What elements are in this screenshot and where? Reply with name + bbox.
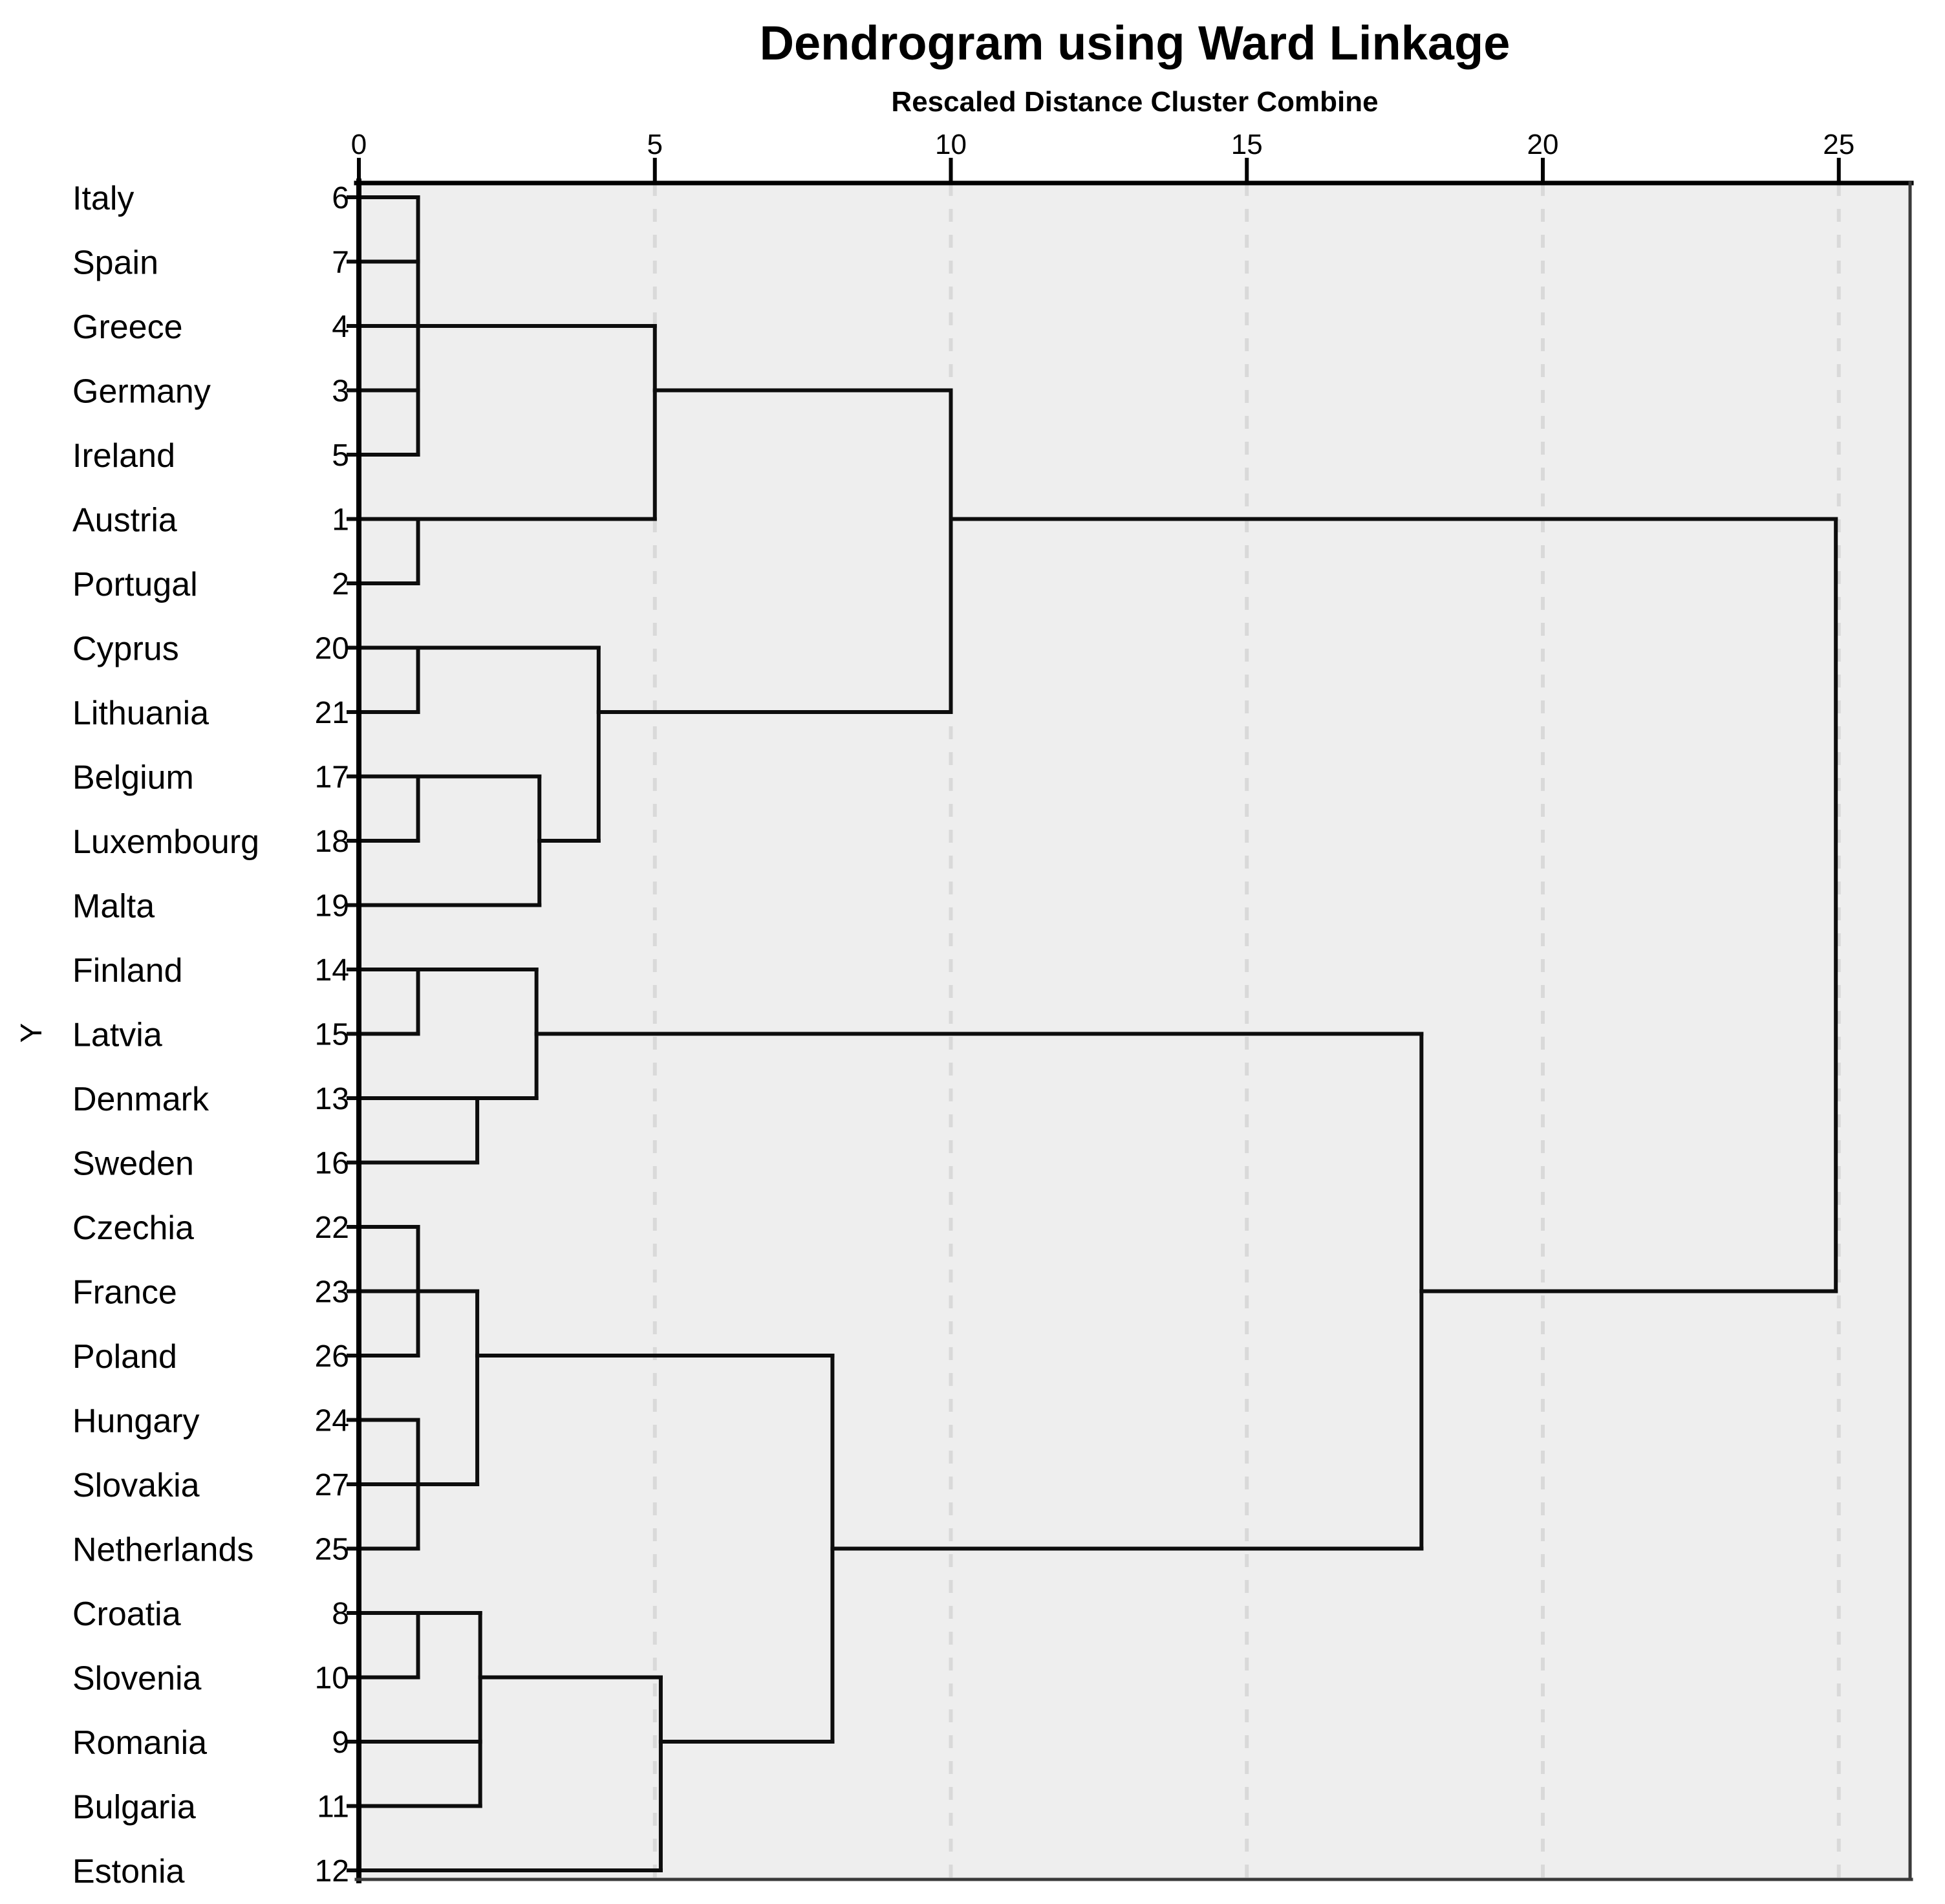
row-label: Cyprus	[72, 631, 179, 668]
case-number: 16	[315, 1147, 349, 1181]
row-label: France	[72, 1274, 177, 1312]
row-label: Spain	[72, 244, 158, 282]
row-label: Italy	[72, 180, 134, 217]
row-label: Lithuania	[72, 695, 209, 732]
axis-tick-label: 10	[935, 129, 967, 160]
row-label: Slovenia	[72, 1660, 202, 1698]
row-label: Poland	[72, 1338, 177, 1376]
axis-tick-label: 20	[1527, 129, 1559, 160]
row-label: Hungary	[72, 1403, 200, 1440]
row-label: Czechia	[72, 1209, 194, 1247]
case-number: 22	[315, 1211, 349, 1245]
row-label: Austria	[72, 502, 177, 539]
case-number: 17	[315, 761, 349, 795]
plot-frame	[354, 178, 1914, 1883]
country-labels: Italy Spain Greece Germany Ireland Austria Por…	[72, 180, 259, 1890]
row-label: Finland	[72, 952, 183, 990]
case-number: 21	[315, 696, 349, 730]
case-number: 25	[315, 1533, 349, 1567]
dendrogram-tree	[347, 195, 1838, 1872]
row-label: Belgium	[72, 759, 194, 797]
case-number-labels: 6743512202117181914151316222326242725810…	[315, 181, 349, 1888]
case-number: 15	[315, 1018, 349, 1052]
case-number: 7	[332, 246, 349, 280]
row-label: Greece	[72, 308, 183, 346]
row-label: Luxembourg	[72, 823, 259, 861]
case-number: 1	[332, 503, 349, 537]
case-number: 18	[315, 825, 349, 859]
case-number: 2	[332, 567, 349, 601]
case-number: 14	[315, 953, 349, 988]
row-label: Bulgaria	[72, 1789, 196, 1826]
case-number: 5	[332, 438, 349, 473]
axis-tick-label: 0	[351, 129, 367, 160]
case-number: 4	[332, 310, 349, 344]
axis-tick-label: 25	[1823, 129, 1854, 160]
y-axis-label: Y	[14, 1023, 48, 1043]
row-label: Malta	[72, 888, 155, 925]
plot-background	[359, 181, 1911, 1881]
axis-tick-label: 15	[1231, 129, 1263, 160]
case-number: 26	[315, 1339, 349, 1374]
case-number: 24	[315, 1404, 349, 1438]
case-number: 3	[332, 374, 349, 409]
row-label: Latvia	[72, 1017, 162, 1054]
case-number: 27	[315, 1468, 349, 1502]
case-number: 11	[317, 1790, 349, 1824]
row-label: Croatia	[72, 1596, 181, 1633]
case-number: 8	[332, 1597, 349, 1631]
row-label: Denmark	[72, 1081, 210, 1118]
case-number: 10	[315, 1661, 349, 1696]
row-label: Sweden	[72, 1145, 194, 1183]
axis-tick-label: 5	[647, 129, 663, 160]
case-number: 12	[315, 1854, 349, 1888]
case-number: 9	[332, 1726, 349, 1760]
case-number: 13	[315, 1082, 349, 1116]
x-axis: 0 5 10 15 20 25	[351, 129, 1854, 183]
plot-area	[359, 181, 1911, 1881]
row-label: Romania	[72, 1724, 207, 1762]
chart-title: Dendrogram using Ward Linkage	[760, 16, 1510, 70]
row-label: Portugal	[72, 566, 198, 603]
row-label: Netherlands	[72, 1531, 253, 1569]
row-label: Ireland	[72, 437, 175, 475]
row-label: Slovakia	[72, 1467, 200, 1504]
case-number: 23	[315, 1275, 349, 1310]
case-number: 20	[315, 632, 349, 666]
case-number: 6	[332, 181, 349, 215]
chart-subtitle: Rescaled Distance Cluster Combine	[891, 86, 1378, 118]
row-label: Estonia	[72, 1853, 185, 1890]
case-number: 19	[315, 889, 349, 924]
row-label: Germany	[72, 373, 211, 411]
